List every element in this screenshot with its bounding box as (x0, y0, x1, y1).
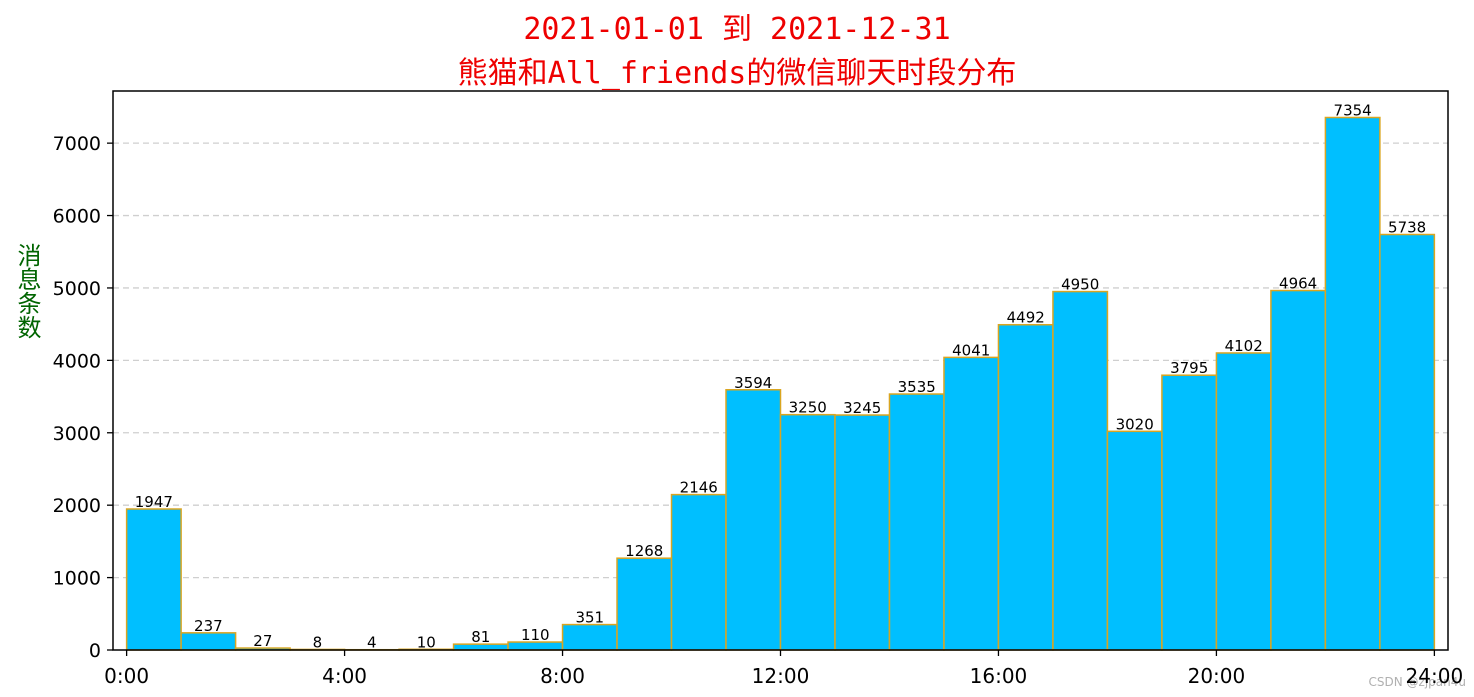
x-tick-label: 4:00 (322, 664, 367, 688)
bar-value-label: 10 (417, 633, 436, 651)
bar (997, 323, 1054, 651)
bar-value-label: 4102 (1225, 337, 1263, 355)
bar-value-label: 3245 (843, 399, 881, 417)
y-tick-label: 1000 (53, 568, 101, 590)
bar-value-label: 7354 (1334, 102, 1372, 120)
bar-value-label: 4492 (1007, 309, 1045, 327)
bar-value-label: 110 (521, 626, 550, 644)
bar (180, 632, 237, 651)
bar (779, 413, 836, 651)
bar-value-label: 351 (575, 609, 604, 627)
x-tick-label: 24:00 (1406, 664, 1464, 688)
y-tick-label: 2000 (53, 495, 101, 517)
bar (1215, 352, 1272, 651)
x-tick-label: 8:00 (540, 664, 585, 688)
bar (725, 389, 782, 651)
bar (1052, 290, 1109, 651)
chart-title-line1: 2021-01-01 到 2021-12-31 (523, 12, 951, 47)
x-tick-label: 12:00 (752, 664, 810, 688)
bar (834, 414, 891, 651)
bar-value-label: 237 (194, 617, 223, 635)
bar (616, 557, 673, 651)
bar-value-label: 1268 (625, 542, 663, 560)
bar (1324, 116, 1381, 651)
x-tick-label: 20:00 (1188, 664, 1246, 688)
bar-value-label: 5738 (1388, 219, 1426, 237)
bar-value-label: 3795 (1170, 359, 1208, 377)
bar-value-label: 3020 (1116, 415, 1154, 433)
x-tick-label: 0:00 (104, 664, 149, 688)
bar (943, 356, 1000, 651)
watermark: CSDN @zjpan4u (1368, 675, 1466, 689)
bar (1379, 233, 1436, 651)
bar-value-label: 81 (471, 628, 490, 646)
bar-value-label: 1947 (135, 493, 173, 511)
bar-value-label: 4041 (952, 341, 990, 359)
y-tick-label: 0 (89, 640, 101, 662)
bar (1161, 374, 1218, 651)
bar (888, 393, 945, 651)
y-axis-label: 消息条数 (13, 243, 41, 339)
y-tick-label: 4000 (53, 350, 101, 372)
bar (125, 508, 182, 651)
bar-value-label: 3594 (734, 374, 772, 392)
bar-value-label: 4 (367, 634, 377, 652)
y-tick-label: 3000 (53, 423, 101, 445)
bar (670, 493, 727, 651)
bar-value-label: 4950 (1061, 276, 1099, 294)
x-tick-label: 16:00 (970, 664, 1028, 688)
bar (1270, 289, 1327, 651)
bar-value-label: 8 (313, 633, 323, 651)
bar-value-label: 3250 (789, 399, 827, 417)
y-tick-label: 7000 (53, 133, 101, 155)
bar (561, 623, 618, 651)
y-tick-label: 6000 (53, 206, 101, 228)
bar-value-label: 3535 (898, 378, 936, 396)
bar-value-label: 27 (253, 632, 272, 650)
bar-value-label: 4964 (1279, 275, 1317, 293)
bar (1106, 430, 1163, 651)
chart-title-line2: 熊猫和All_friends的微信聊天时段分布 (457, 56, 1017, 91)
bar-value-label: 2146 (680, 479, 718, 497)
y-tick-label: 5000 (53, 278, 101, 300)
